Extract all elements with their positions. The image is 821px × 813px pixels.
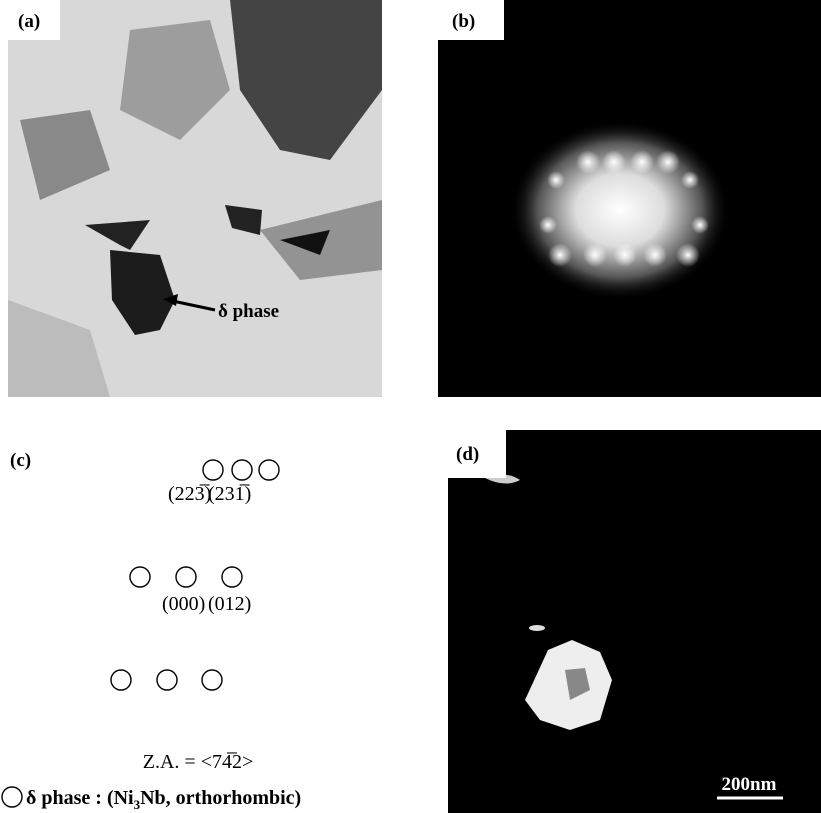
panel-label: (a) [18, 11, 40, 32]
panel-b: (b) [438, 0, 821, 397]
miller-index: (231̅) [208, 483, 251, 505]
panel-d: (d) 200nm [448, 430, 821, 813]
legend: δ phase : (Ni3Nb, orthorhombic) [26, 787, 301, 812]
panel-a: (a) δ phase [8, 0, 382, 397]
miller-index: (000) [162, 593, 205, 615]
zone-axis: Z.A. = <74̅2> [143, 751, 254, 773]
figure: (a) δ phase (b) (c) (223̅) (231̅) (000) … [0, 0, 821, 813]
annotation: δ phase [218, 301, 279, 322]
legend-text: Nb, orthorhombic) [140, 787, 301, 809]
panel-label: (b) [452, 11, 475, 32]
scale-bar-label: 200nm [722, 774, 777, 795]
panel-label: (c) [10, 450, 31, 471]
miller-index: (012) [208, 593, 251, 615]
panel-label: (d) [456, 444, 479, 465]
legend-text: δ phase : (Ni [26, 787, 134, 809]
miller-index: (223̅) [168, 483, 211, 505]
